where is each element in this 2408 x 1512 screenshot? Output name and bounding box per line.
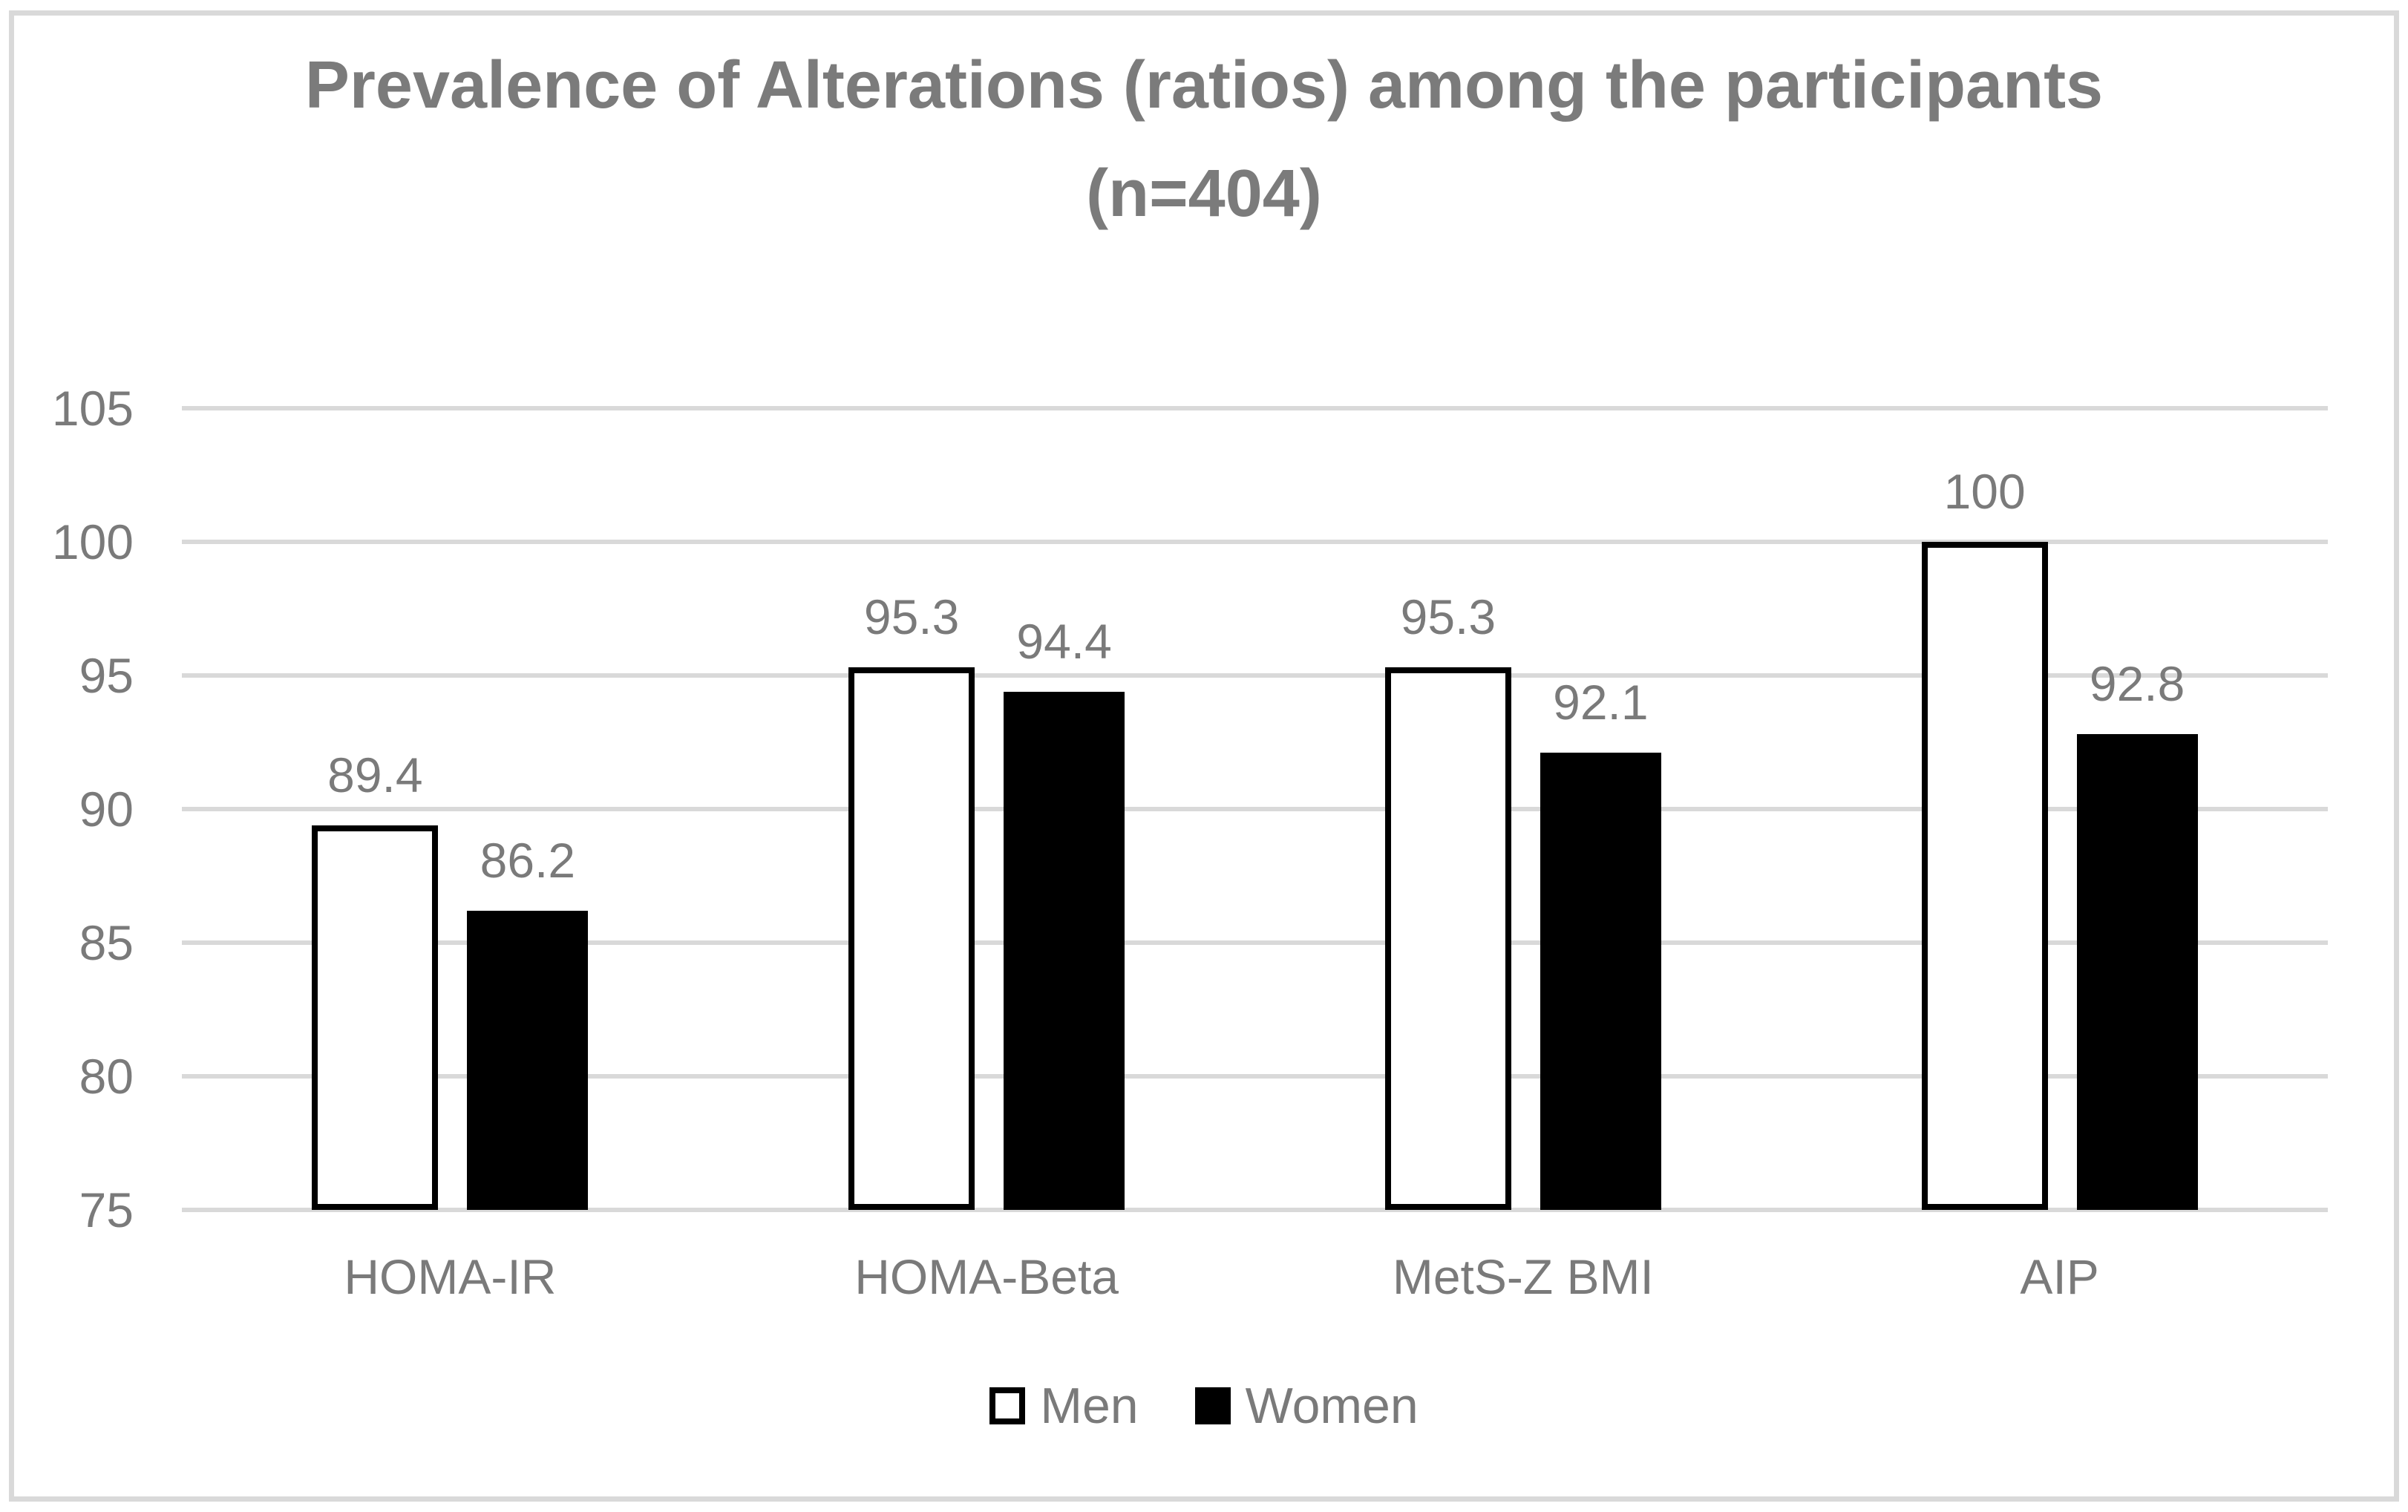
bar-men-mets-z-bmi	[1384, 667, 1511, 1210]
men-series-swatch-icon	[989, 1387, 1026, 1424]
data-label-women-mets-z-bmi: 92.1	[1553, 675, 1649, 730]
data-label-women-aip: 92.8	[2089, 656, 2185, 712]
chart-subtitle: (n=404)	[1086, 157, 1322, 231]
plot-area: 89.4 86.2 95.3 94.4 95.3 92.1 100 92.8	[182, 406, 2328, 1212]
legend-item-women: Women	[1194, 1377, 1419, 1435]
data-label-women-homa-ir: 86.2	[480, 832, 576, 888]
data-label-women-homa-beta: 94.4	[1016, 613, 1112, 669]
legend-label-men: Men	[1040, 1378, 1139, 1434]
bar-men-homa-beta	[848, 667, 975, 1210]
legend: Men Women	[0, 1377, 2408, 1435]
bar-women-homa-beta	[1004, 691, 1125, 1210]
y-tick-label-75: 75	[79, 1182, 134, 1237]
bar-women-mets-z-bmi	[1540, 753, 1661, 1210]
gridline-75	[182, 1208, 2328, 1212]
data-label-men-mets-z-bmi: 95.3	[1400, 589, 1496, 645]
legend-label-women: Women	[1245, 1378, 1419, 1434]
y-tick-label-100: 100	[51, 514, 134, 569]
gridline-80	[182, 1074, 2328, 1079]
data-label-men-homa-beta: 95.3	[863, 589, 960, 645]
bar-men-homa-ir	[312, 825, 439, 1210]
category-label-homa-ir: HOMA-IR	[344, 1249, 557, 1304]
legend-item-men: Men	[989, 1377, 1139, 1435]
gridline-100	[182, 540, 2328, 544]
gridline-95	[182, 673, 2328, 678]
y-tick-label-85: 85	[79, 915, 134, 970]
y-tick-label-90: 90	[79, 782, 134, 837]
bar-women-aip	[2076, 734, 2198, 1210]
gridline-85	[182, 940, 2328, 945]
bar-men-aip	[1921, 542, 2048, 1210]
women-series-swatch-icon	[1194, 1387, 1231, 1424]
category-label-mets-z-bmi: MetS-Z BMI	[1392, 1249, 1654, 1304]
data-label-men-homa-ir: 89.4	[327, 747, 423, 802]
category-label-homa-beta: HOMA-Beta	[854, 1249, 1119, 1304]
chart-title-block: Prevalence of Alterations (ratios) among…	[0, 31, 2408, 248]
bar-women-homa-ir	[467, 910, 589, 1210]
y-tick-label-80: 80	[79, 1049, 134, 1104]
y-tick-label-95: 95	[79, 648, 134, 703]
y-tick-label-105: 105	[51, 381, 134, 436]
chart-title: Prevalence of Alterations (ratios) among…	[304, 48, 2104, 122]
category-label-aip: AIP	[2020, 1249, 2099, 1304]
gridline-105	[182, 406, 2328, 410]
data-label-men-aip: 100	[1943, 464, 2026, 519]
gridline-90	[182, 807, 2328, 811]
